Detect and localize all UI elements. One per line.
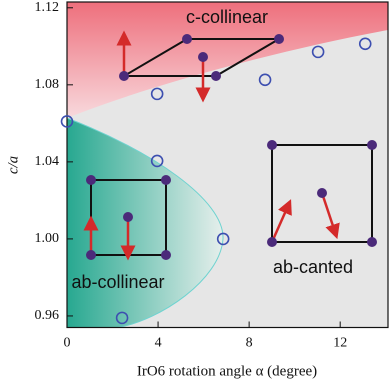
x-tick-label: 12 <box>333 336 347 351</box>
data-point <box>311 45 325 59</box>
x-tick-label: 4 <box>155 336 162 351</box>
x-tick-label: 0 <box>64 336 71 351</box>
y-tick-label: 1.00 <box>35 231 60 246</box>
data-point <box>60 115 74 128</box>
region-label: c-collinear <box>186 7 268 27</box>
data-point <box>150 154 164 168</box>
plot-frame <box>66 1 389 329</box>
y-axis-label: c/a <box>5 156 21 174</box>
data-point <box>358 37 372 51</box>
data-point <box>216 232 230 246</box>
region-label: ab-collinear <box>71 272 164 292</box>
y-tick-label: 1.04 <box>35 154 60 169</box>
atoms <box>86 34 377 260</box>
data-point <box>150 87 164 101</box>
y-tick-label: 1.12 <box>35 0 60 15</box>
region-label: ab-canted <box>273 257 353 277</box>
y-tick-label: 1.08 <box>35 77 60 92</box>
x-axis-label: IrO6 rotation angle α (degree) <box>137 363 317 379</box>
data-point <box>258 73 272 87</box>
ab-collinear-region <box>66 117 224 328</box>
data-point <box>115 311 129 325</box>
x-tick-label: 8 <box>246 336 253 351</box>
y-tick-label: 0.96 <box>35 308 60 323</box>
c-collinear-region <box>67 2 388 118</box>
